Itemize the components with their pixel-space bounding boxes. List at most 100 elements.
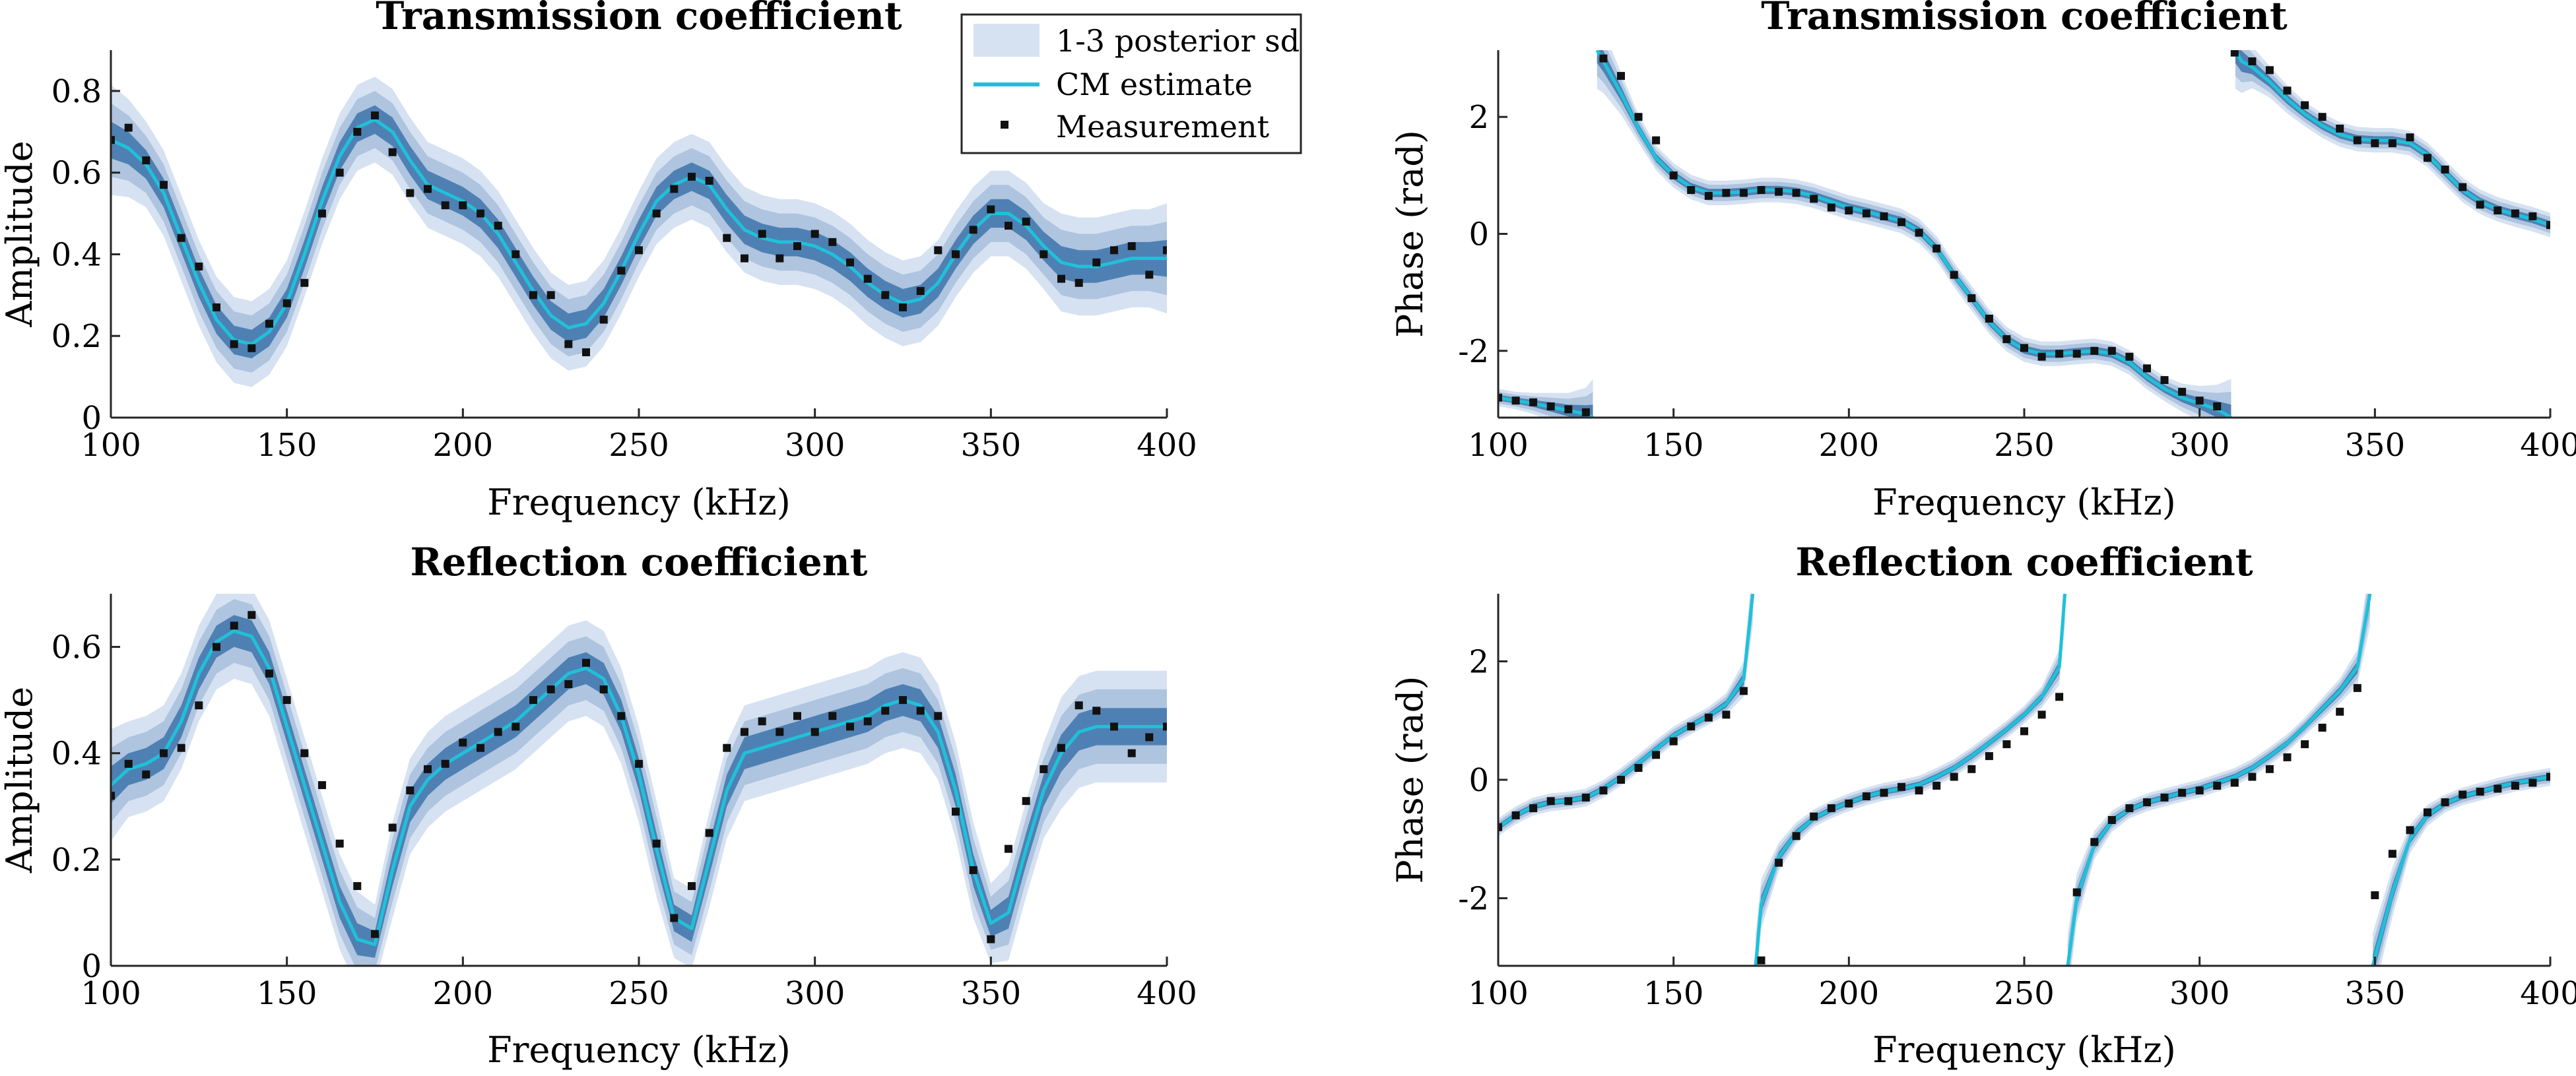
measurement-point (652, 209, 661, 218)
measurement-point (546, 291, 555, 300)
measurement-point (2388, 850, 2396, 858)
measurement-point (546, 685, 555, 693)
x-tick-label: 100 (81, 427, 141, 464)
measurement-point (1810, 812, 1818, 821)
x-tick-label: 350 (961, 975, 1022, 1012)
measurement-point (2055, 693, 2064, 701)
measurement-point (1511, 396, 1520, 405)
measurement-point (1862, 792, 1870, 801)
y-tick-label: 2 (1469, 99, 1489, 136)
measurement-point (582, 348, 590, 356)
x-tick-label: 350 (2345, 975, 2406, 1012)
x-tick-label: 150 (257, 427, 317, 464)
measurement-point (2546, 221, 2550, 230)
measurement-point (2265, 765, 2274, 773)
x-tick-label: 150 (257, 975, 317, 1012)
measurement-point (652, 839, 661, 848)
measurement-point (2125, 804, 2134, 813)
measurement-point (793, 242, 801, 251)
measurement-point (810, 230, 819, 238)
measurement-point (2090, 838, 2099, 846)
measurement-point (1862, 209, 1870, 218)
measurement-point (213, 303, 220, 311)
measurement-point (2406, 133, 2414, 142)
plot-area (111, 594, 1167, 966)
measurement-point (2336, 124, 2344, 133)
measurement-point (1845, 206, 1853, 214)
measurement-point (1634, 764, 1643, 772)
measurement-point (2107, 816, 2116, 824)
measurement-point (265, 669, 273, 678)
measurement-point (1529, 804, 1538, 813)
measurement-point (987, 935, 995, 943)
band-2sd-segment-1 (1597, 50, 2231, 418)
measurement-point (828, 712, 837, 720)
measurement-point (1057, 744, 1065, 752)
x-tick-label: 100 (1468, 975, 1529, 1012)
measurement-point (2230, 778, 2239, 787)
measurement-point (248, 344, 256, 352)
measurement-point (1775, 858, 1783, 867)
measurement-point (1163, 246, 1167, 255)
measurement-point (1163, 722, 1167, 731)
measurement-point (1687, 186, 1696, 194)
measurement-point (1005, 222, 1012, 230)
measurement-point (124, 123, 133, 132)
measurement-point (494, 222, 502, 230)
measurement-point (1581, 408, 1590, 416)
measurement-point (635, 246, 643, 255)
measurement-point (1845, 799, 1853, 807)
legend-band-swatch (974, 24, 1040, 57)
measurement-point (1005, 844, 1012, 853)
panel-reflection-phase: 100 150 200 250 300 350 400 -2 0 2 Reflection coef… (1389, 540, 2576, 1071)
measurement-point (2546, 773, 2550, 781)
x-tick-label: 300 (785, 427, 845, 464)
measurement-point (2160, 376, 2169, 385)
y-tick-label: 0.4 (51, 736, 102, 773)
x-tick-label: 250 (609, 975, 669, 1012)
measurement-point (2125, 352, 2134, 361)
x-axis-label: Frequency (kHz) (1872, 482, 2176, 523)
measurement-point (635, 759, 643, 768)
measurement-point (1792, 189, 1800, 197)
measurement-point (300, 749, 309, 757)
measurement-point (1967, 294, 1976, 302)
panel-transmission-phase: 100 150 200 250 300 350 400 -2 0 2 Transmission co… (1389, 0, 2576, 523)
measurement-point (2213, 402, 2222, 410)
measurement-point (177, 234, 185, 242)
measurement-point (1792, 832, 1800, 840)
measurement-point (441, 201, 449, 210)
measurement-point (582, 658, 590, 667)
measurement-point (916, 287, 925, 296)
measurement-point (934, 712, 942, 720)
measurement-point (529, 291, 537, 300)
measurement-point (353, 127, 362, 136)
measurement-point (2037, 711, 2046, 719)
measurement-point (1932, 782, 1941, 790)
measurement-point (477, 209, 484, 218)
measurement-point (617, 267, 626, 275)
measurement-point (388, 823, 397, 832)
measurement-point (1110, 246, 1118, 255)
x-tick-label: 200 (433, 427, 494, 464)
measurement-point (2301, 740, 2309, 749)
measurement-point (371, 930, 379, 938)
x-tick-label: 300 (2169, 427, 2230, 464)
measurement-point (2230, 50, 2239, 57)
measurement-point (177, 744, 185, 752)
measurement-point (2248, 773, 2257, 781)
measurement-point (1810, 195, 1818, 203)
measurement-point (2265, 66, 2274, 75)
x-tick-label: 400 (2520, 975, 2576, 1012)
y-tick-label: -2 (1458, 881, 1489, 918)
measurement-point (2178, 788, 2187, 797)
measurement-point (1722, 189, 1731, 197)
measurement-point (160, 181, 168, 189)
measurement-point (723, 234, 731, 242)
measurement-point (2195, 786, 2204, 795)
measurement-point (494, 728, 502, 736)
x-tick-label: 150 (1643, 427, 1704, 464)
measurement-point (1617, 776, 1625, 784)
measurement-point (1652, 136, 1661, 144)
measurement-point (758, 717, 766, 726)
